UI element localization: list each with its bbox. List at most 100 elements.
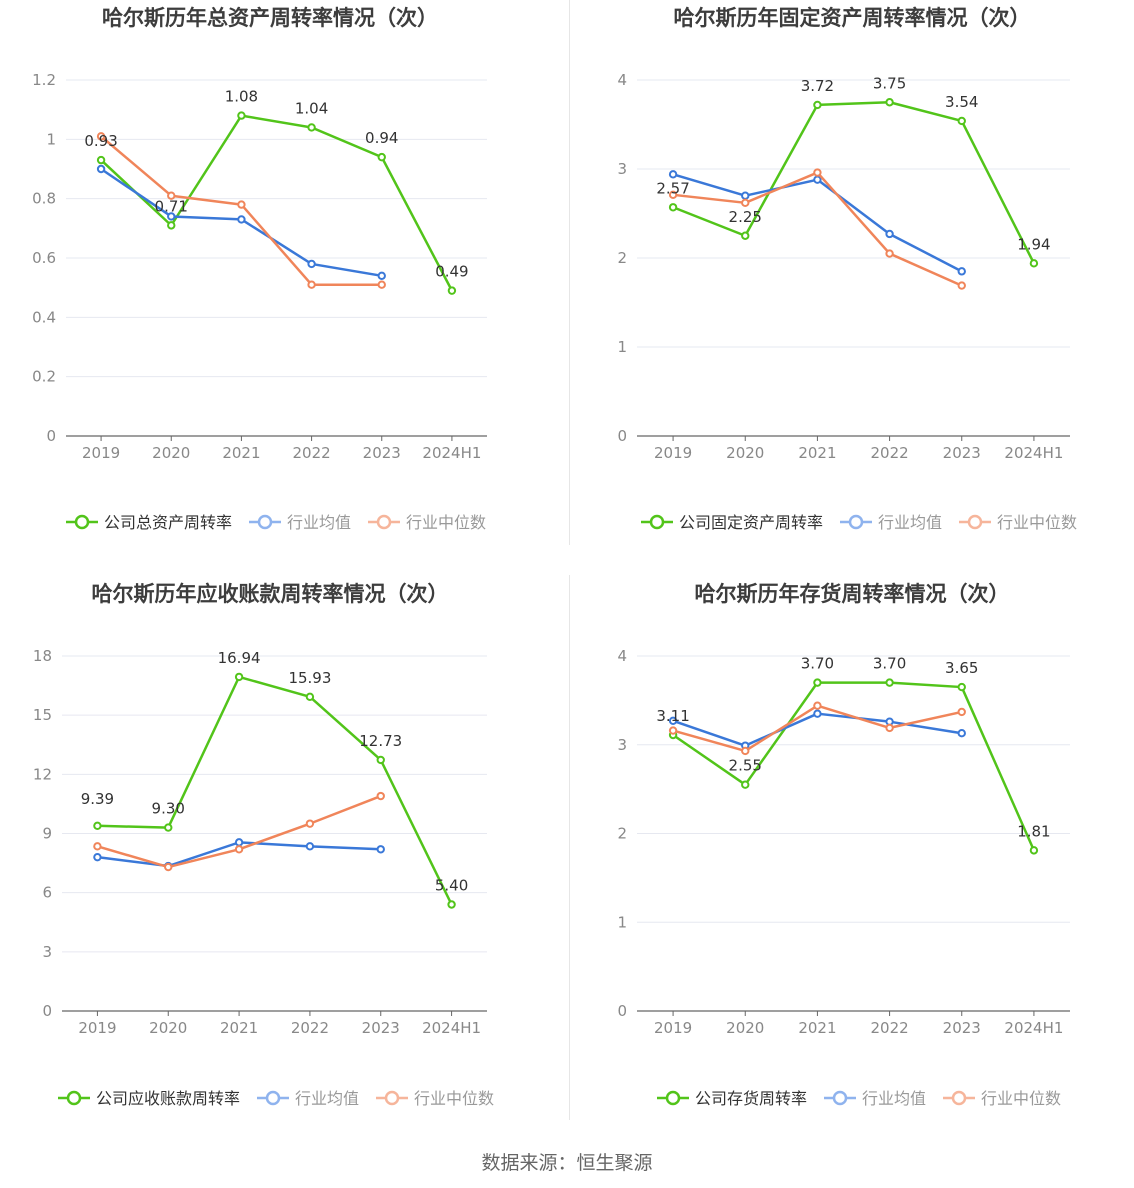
chart-title: 哈尔斯历年固定资产周转率情况（次）: [674, 6, 1031, 30]
data-point-avg: [167, 212, 176, 221]
data-point-avg: [668, 170, 678, 179]
data-point-median: [307, 280, 316, 289]
y-tick-label: 1.2: [32, 71, 56, 89]
data-label: 12.73: [359, 732, 402, 750]
data-label: 3.65: [945, 659, 978, 677]
y-tick-label: 1: [617, 913, 627, 931]
data-label: 0.93: [84, 132, 117, 150]
data-label: 2.55: [729, 757, 762, 775]
data-label: 1.04: [295, 99, 328, 117]
legend-label: 行业中位数: [414, 1089, 494, 1108]
y-tick-label: 3: [42, 943, 52, 961]
data-point-median: [305, 819, 315, 828]
chart-legend: 公司固定资产周转率 行业均值 行业中位数: [641, 513, 1077, 532]
series-line-company: [672, 681, 1036, 851]
series-line-avg: [672, 173, 963, 273]
divider-top: [569, 0, 570, 545]
legend-item-avg[interactable]: 行业均值: [257, 1089, 359, 1108]
x-tick-label: 2021: [222, 444, 260, 462]
data-label: 16.94: [218, 649, 261, 667]
divider-bottom: [569, 575, 570, 1120]
data-point-median: [957, 707, 966, 717]
data-label: 5.40: [435, 877, 468, 895]
y-tick-label: 0.4: [32, 308, 56, 326]
legend-item-company[interactable]: 公司应收账款周转率: [58, 1089, 240, 1108]
legend-label: 公司总资产周转率: [104, 513, 232, 532]
data-label: 0.71: [155, 197, 188, 215]
legend-label: 行业中位数: [997, 513, 1077, 532]
legend-item-company[interactable]: 公司存货周转率: [657, 1089, 807, 1108]
x-tick-label: 2019: [654, 444, 692, 462]
legend-label: 行业中位数: [981, 1089, 1061, 1108]
data-point-median: [885, 723, 894, 733]
y-tick-label: 3: [617, 736, 627, 754]
x-tick-label: 2020: [152, 444, 190, 462]
data-point-company: [307, 123, 316, 132]
legend-label: 公司存货周转率: [695, 1089, 807, 1108]
data-point-median: [813, 701, 822, 710]
data-label: 0.94: [365, 129, 398, 147]
legend-item-company[interactable]: 公司固定资产周转率: [641, 513, 823, 532]
legend-marker-icon: [74, 514, 90, 530]
data-point-median: [668, 726, 678, 735]
data-label: 3.75: [873, 74, 906, 92]
data-point-company: [93, 821, 102, 831]
y-tick-label: 6: [42, 884, 52, 902]
data-point-company: [741, 231, 750, 240]
data-point-avg: [377, 271, 386, 280]
data-point-median: [376, 791, 385, 801]
y-tick-label: 2: [617, 249, 627, 267]
y-tick-label: 1: [46, 130, 56, 148]
legend-marker-icon: [848, 514, 864, 530]
series-line-median: [672, 171, 963, 287]
series-line-company: [100, 114, 454, 292]
legend-item-avg[interactable]: 行业均值: [249, 513, 351, 532]
data-point-median: [164, 862, 173, 872]
y-tick-label: 0.2: [32, 368, 56, 386]
chart-legend: 公司总资产周转率 行业均值 行业中位数: [66, 513, 486, 532]
legend-item-median[interactable]: 行业中位数: [368, 513, 486, 532]
data-point-median: [957, 281, 966, 290]
data-point-avg: [307, 259, 316, 269]
data-point-company: [96, 155, 106, 165]
data-label: 9.39: [81, 790, 114, 808]
series-line-avg: [672, 712, 962, 747]
legend-item-company[interactable]: 公司总资产周转率: [66, 513, 232, 532]
chart-title: 哈尔斯历年存货周转率情况（次）: [695, 582, 1010, 606]
legend-marker-icon: [967, 514, 983, 530]
legend-marker-icon: [649, 514, 665, 530]
legend-marker-icon: [384, 1090, 400, 1106]
data-point-company: [1029, 846, 1039, 855]
legend-item-median[interactable]: 行业中位数: [376, 1089, 494, 1108]
data-point-company: [885, 98, 894, 107]
data-source-footer: 数据来源：恒生聚源: [481, 1152, 653, 1174]
y-tick-label: 15: [33, 706, 52, 724]
data-point-company: [741, 780, 750, 789]
data-point-avg: [957, 729, 966, 738]
data-point-avg: [957, 267, 966, 276]
legend-label: 行业均值: [287, 513, 351, 532]
legend-item-median[interactable]: 行业中位数: [959, 513, 1077, 532]
legend-item-avg[interactable]: 行业均值: [840, 513, 942, 532]
data-point-avg: [96, 164, 106, 174]
x-tick-label: 2022: [292, 444, 330, 462]
x-tick-label: 2024H1: [1004, 1019, 1063, 1037]
data-point-company: [305, 692, 315, 702]
legend-label: 行业均值: [862, 1089, 926, 1108]
data-point-company: [237, 111, 246, 120]
legend-label: 行业中位数: [406, 513, 486, 532]
data-point-company: [957, 682, 966, 692]
data-point-company: [957, 116, 966, 126]
legend-marker-icon: [376, 514, 392, 530]
y-tick-label: 3: [617, 160, 627, 178]
chart-title: 哈尔斯历年应收账款周转率情况（次）: [92, 582, 449, 606]
data-point-avg: [741, 191, 750, 200]
data-label: 3.70: [873, 655, 906, 673]
legend-item-median[interactable]: 行业中位数: [943, 1089, 1061, 1108]
data-point-avg: [237, 215, 246, 224]
legend-marker-icon: [66, 1090, 82, 1106]
legend-item-avg[interactable]: 行业均值: [824, 1089, 926, 1108]
data-label: 3.72: [801, 77, 834, 95]
data-point-company: [234, 672, 244, 682]
